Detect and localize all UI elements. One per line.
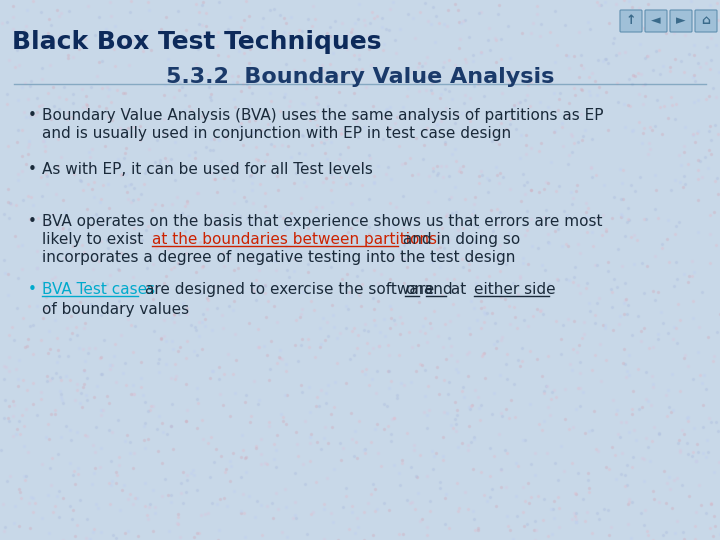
- Text: are designed to exercise the software: are designed to exercise the software: [145, 282, 439, 297]
- Text: incorporates a degree of negative testing into the test design: incorporates a degree of negative testin…: [42, 250, 516, 265]
- Text: ⌂: ⌂: [701, 15, 711, 28]
- Text: at the boundaries between partitions: at the boundaries between partitions: [152, 232, 436, 247]
- Text: and: and: [419, 282, 452, 297]
- FancyBboxPatch shape: [620, 10, 642, 32]
- Text: 5.3.2  Boundary Value Analysis: 5.3.2 Boundary Value Analysis: [166, 67, 554, 87]
- Text: either side: either side: [474, 282, 555, 297]
- Text: Black Box Test Techniques: Black Box Test Techniques: [12, 30, 382, 54]
- FancyBboxPatch shape: [670, 10, 692, 32]
- FancyBboxPatch shape: [695, 10, 717, 32]
- Text: ◄: ◄: [651, 15, 661, 28]
- Text: •: •: [28, 282, 37, 297]
- Text: •: •: [28, 214, 37, 229]
- Text: ►: ►: [676, 15, 686, 28]
- Text: BVA operates on the basis that experience shows us that errors are most: BVA operates on the basis that experienc…: [42, 214, 603, 229]
- Text: BVA Test cases: BVA Test cases: [42, 282, 160, 297]
- Text: at: at: [446, 282, 472, 297]
- Text: Boundary Value Analysis (BVA) uses the same analysis of partitions as EP: Boundary Value Analysis (BVA) uses the s…: [42, 108, 603, 123]
- Text: ↑: ↑: [626, 15, 636, 28]
- Text: of boundary values: of boundary values: [42, 302, 189, 317]
- Text: likely to exist: likely to exist: [42, 232, 148, 247]
- Text: on: on: [405, 282, 424, 297]
- Text: •: •: [28, 162, 37, 177]
- Text: and in doing so: and in doing so: [398, 232, 521, 247]
- Text: As with EP, it can be used for all Test levels: As with EP, it can be used for all Test …: [42, 162, 373, 177]
- FancyBboxPatch shape: [645, 10, 667, 32]
- Text: •: •: [28, 108, 37, 123]
- Text: and is usually used in conjunction with EP in test case design: and is usually used in conjunction with …: [42, 126, 511, 141]
